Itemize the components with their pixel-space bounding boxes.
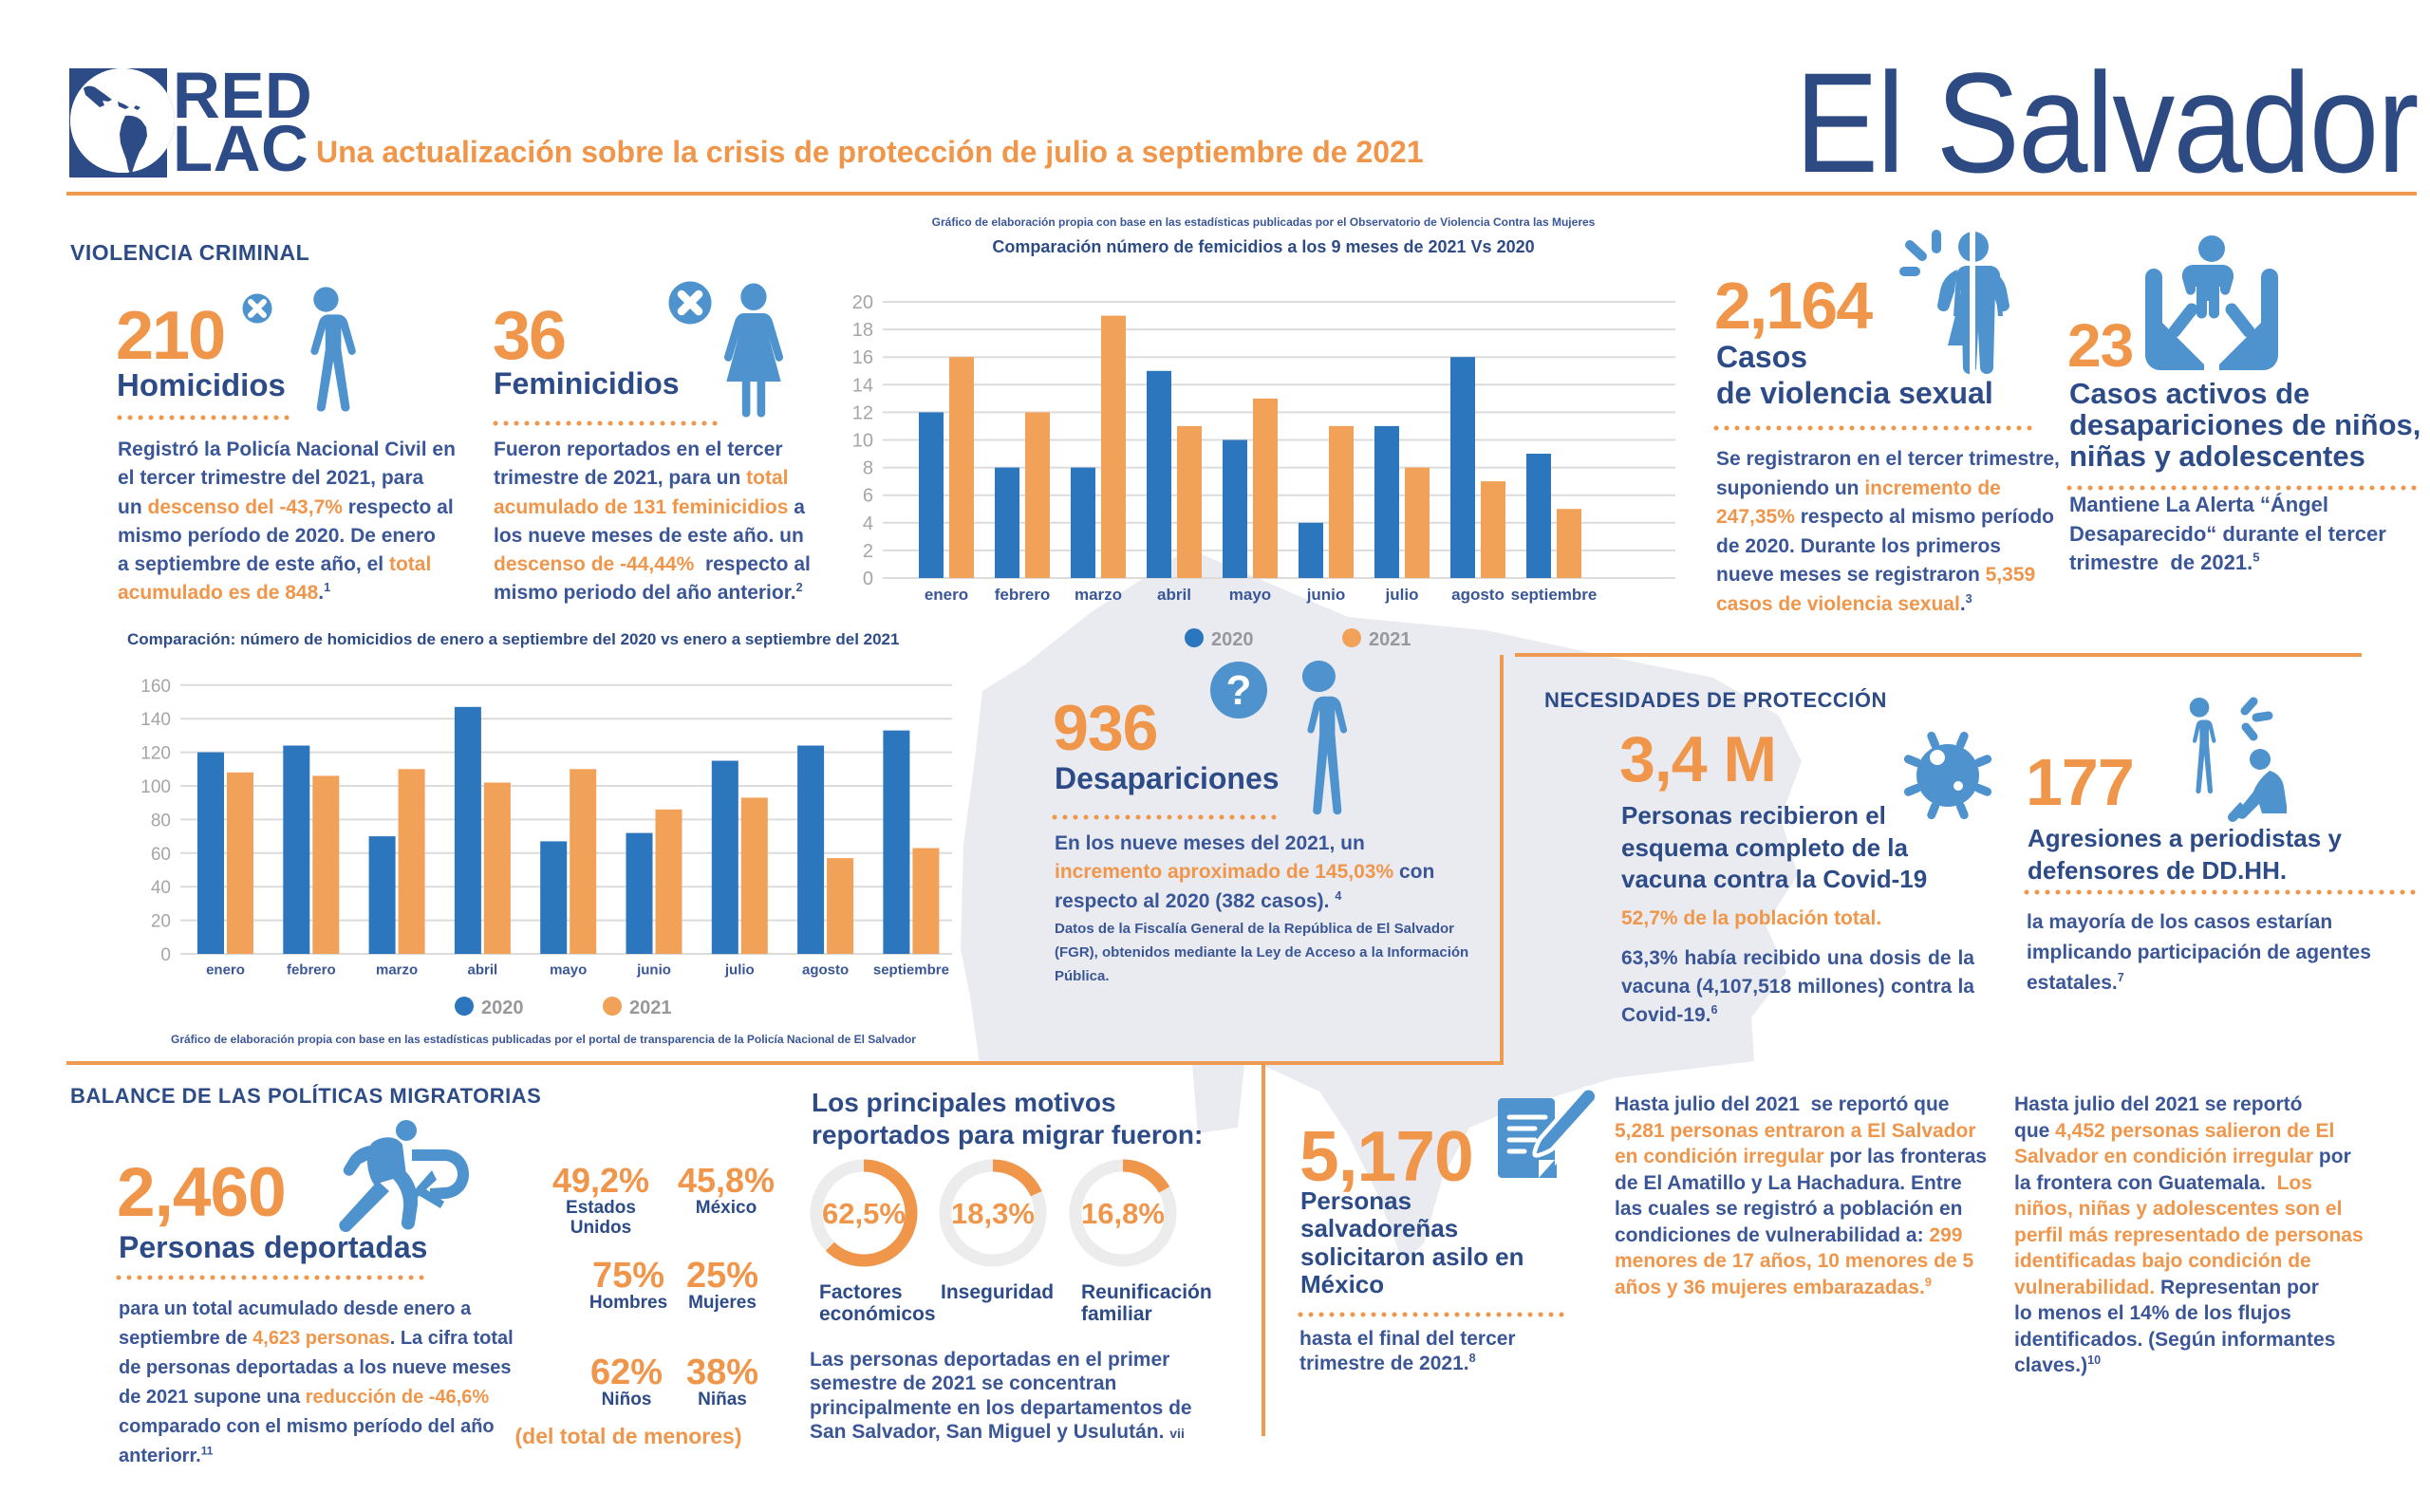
svg-text:abril: abril [468,961,498,978]
svg-text:febrero: febrero [995,586,1051,604]
svg-text:140: 140 [140,710,171,730]
svg-text:febrero: febrero [287,961,336,978]
svg-text:20: 20 [151,912,171,932]
svg-text:LAC: LAC [173,112,308,185]
svg-text:junio: junio [1306,586,1346,604]
svg-text:marzo: marzo [376,961,418,978]
svg-text:0: 0 [160,945,171,965]
svg-text:enero: enero [206,961,245,978]
svg-text:2: 2 [863,541,873,562]
svg-text:40: 40 [151,878,171,898]
svg-text:0: 0 [863,569,873,589]
svg-text:septiembre: septiembre [1511,586,1598,604]
svg-text:mayo: mayo [550,961,587,978]
svg-text:junio: junio [636,961,671,978]
svg-text:?: ? [1226,667,1252,714]
svg-text:2021: 2021 [629,998,672,1018]
svg-text:160: 160 [140,677,171,697]
svg-text:agosto: agosto [1451,586,1505,604]
svg-text:4: 4 [863,513,873,534]
svg-text:2021: 2021 [1369,629,1411,650]
svg-text:agosto: agosto [802,961,849,978]
svg-text:16,8%: 16,8% [1081,1197,1165,1230]
svg-text:julio: julio [724,961,755,978]
svg-text:mayo: mayo [1229,586,1271,604]
svg-text:2020: 2020 [481,998,524,1018]
svg-text:60: 60 [151,845,171,865]
svg-text:100: 100 [140,777,171,797]
svg-text:120: 120 [140,744,171,764]
svg-text:10: 10 [852,431,873,452]
svg-text:RED: RED [173,59,312,132]
svg-text:80: 80 [151,811,171,831]
svg-text:septiembre: septiembre [873,961,949,978]
svg-text:20: 20 [852,292,873,313]
svg-text:16: 16 [852,347,873,368]
svg-text:2020: 2020 [1211,629,1254,650]
svg-text:julio: julio [1385,586,1419,604]
svg-text:8: 8 [863,458,873,479]
svg-text:abril: abril [1157,586,1191,604]
svg-text:enero: enero [925,586,968,604]
svg-text:6: 6 [863,486,873,507]
svg-text:18: 18 [852,320,873,341]
svg-text:12: 12 [852,402,873,423]
svg-text:14: 14 [852,375,873,396]
svg-text:marzo: marzo [1075,586,1122,604]
svg-text:18,3%: 18,3% [951,1197,1035,1230]
svg-text:62,5%: 62,5% [822,1197,906,1230]
